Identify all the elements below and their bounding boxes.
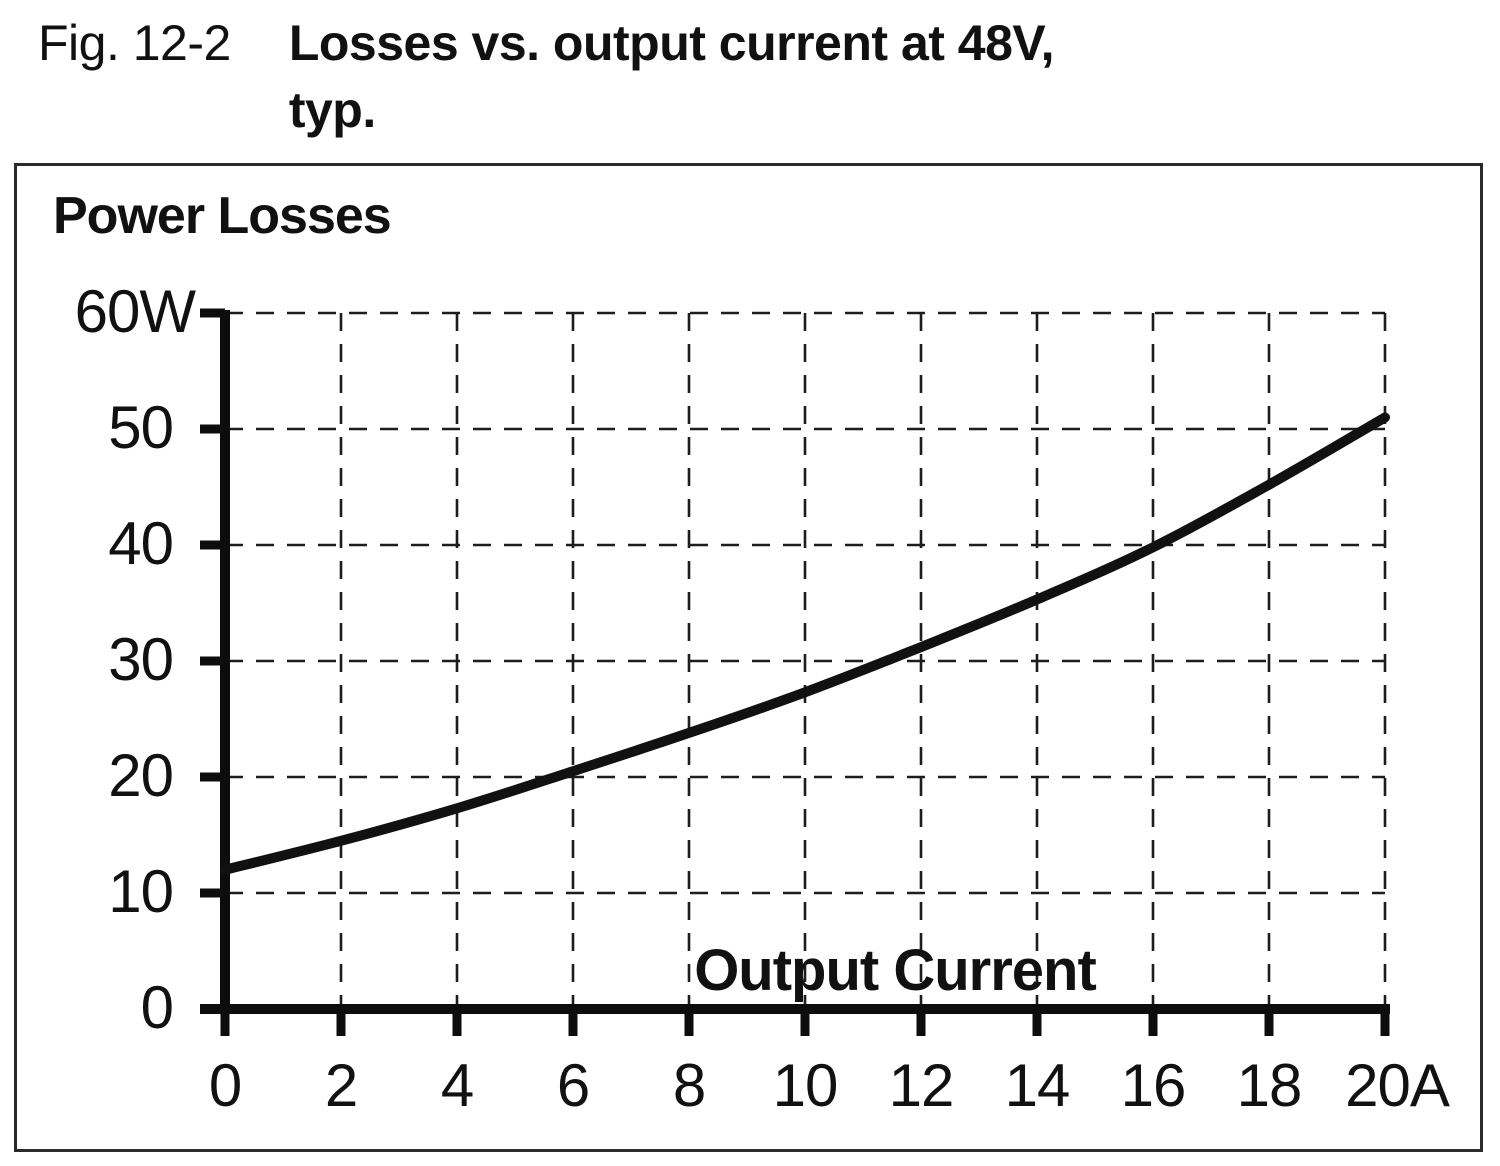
x-tick-label: 20A (1345, 1052, 1450, 1119)
figure-number: Fig. 12-2 (38, 15, 231, 71)
x-tick-label: 0 (209, 1052, 241, 1119)
y-tick-label: 20 (108, 742, 173, 809)
y-tick-label: 0 (141, 974, 173, 1041)
chart-title: Power Losses (53, 187, 392, 245)
y-tick-label: 30 (108, 626, 173, 693)
x-tick-label: 4 (441, 1052, 473, 1119)
x-axis-title: Output Current (694, 938, 1096, 1003)
x-tick-label: 12 (889, 1052, 954, 1119)
x-tick-label: 14 (1005, 1052, 1070, 1119)
y-tick-label: 10 (108, 858, 173, 925)
y-tick-label: 40 (108, 510, 173, 577)
figure-caption: Fig. 12-2 Losses vs. output current at 4… (38, 10, 1055, 144)
x-tick-label: 18 (1237, 1052, 1302, 1119)
losses-curve (220, 412, 1390, 875)
x-tick-label: 2 (325, 1052, 357, 1119)
x-tick-label: 6 (557, 1052, 589, 1119)
x-tick-label: 8 (673, 1052, 705, 1119)
y-tick-label: 60W (75, 278, 197, 345)
x-tick-label: 10 (773, 1052, 838, 1119)
figure-title-line1: Losses vs. output current at 48V, (288, 15, 1055, 71)
figure-title-line2: typ. (288, 82, 376, 138)
y-tick-label: 50 (108, 394, 173, 461)
figure-title: Losses vs. output current at 48V, typ. (288, 10, 1055, 144)
chart-frame: Power Losses 0 10 20 30 40 50 60W 0 2 4 6 8 10 12 14 16… (14, 163, 1483, 1152)
x-tick-label: 16 (1121, 1052, 1186, 1119)
losses-chart: 0 10 20 30 40 50 60W 0 2 4 6 8 10 12 14 16 18 20A Output C… (75, 278, 1451, 1119)
